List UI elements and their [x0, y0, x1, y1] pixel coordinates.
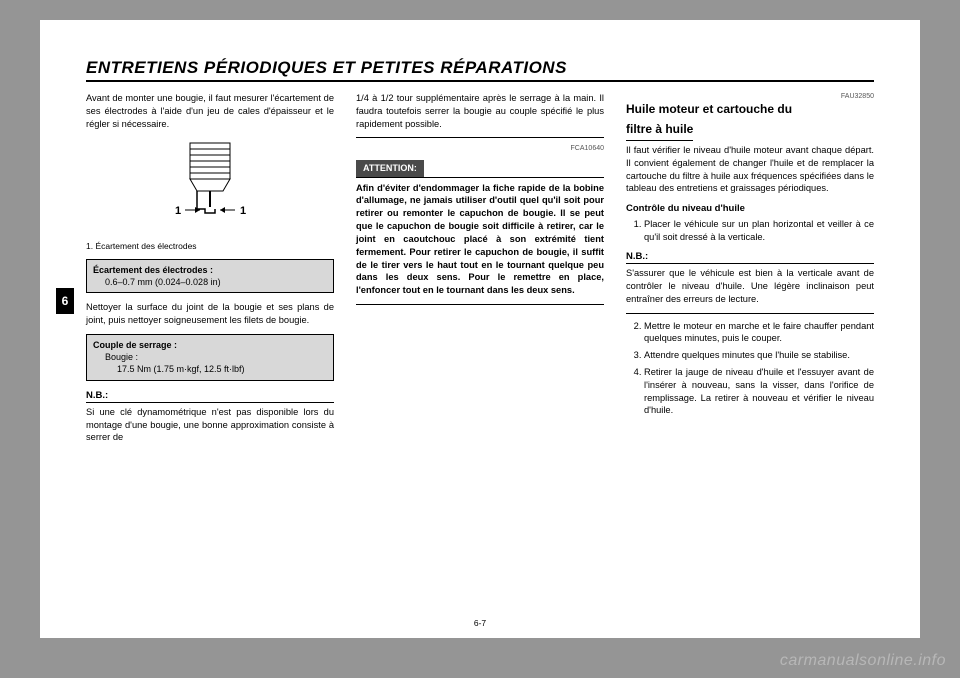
nb-label-2: N.B.:	[626, 251, 648, 262]
figure-caption: 1. Écartement des électrodes	[86, 241, 334, 253]
chapter-tab: 6	[56, 288, 74, 314]
torque-box-header: Couple de serrage :	[93, 339, 327, 351]
step-2: Mettre le moteur en marche et le faire c…	[644, 320, 874, 346]
gap-box-header: Écartement des électrodes :	[93, 264, 327, 276]
electrode-gap-box: Écartement des électrodes : 0.6–0.7 mm (…	[86, 259, 334, 293]
torque-box: Couple de serrage : Bougie : 17.5 Nm (1.…	[86, 334, 334, 380]
fig-label-1-left: 1	[175, 205, 181, 217]
column-3: FAU32850 Huile moteur et cartouche du fi…	[626, 92, 874, 582]
steps-list-2: Mettre le moteur en marche et le faire c…	[626, 320, 874, 418]
attention-text: Afin d'éviter d'endommager la fiche rapi…	[356, 182, 604, 297]
attention-label: ATTENTION:	[356, 160, 424, 176]
watermark: carmanualsonline.info	[780, 652, 946, 670]
col1-para2: Nettoyer la surface du joint de la bougi…	[86, 301, 334, 327]
column-1: Avant de monter une bougie, il faut mesu…	[86, 92, 334, 582]
h2-line2: filtre à huile	[626, 122, 693, 141]
col3-nb-text: S'assurer que le véhicule est bien à la …	[626, 267, 874, 305]
torque-box-l1: Bougie :	[93, 351, 327, 363]
spark-plug-figure: 1 1	[145, 137, 275, 237]
content-columns: Avant de monter une bougie, il faut mesu…	[86, 92, 874, 582]
nb-rule-2: N.B.:	[626, 250, 874, 264]
page-title: ENTRETIENS PÉRIODIQUES ET PETITES RÉPARA…	[86, 58, 874, 82]
attention-row: ATTENTION:	[356, 154, 604, 177]
col1-nb-text: Si une clé dynamométrique n'est pas disp…	[86, 406, 334, 444]
col3-para1: Il faut vérifier le niveau d'huile moteu…	[626, 144, 874, 195]
nb-rule-1: N.B.:	[86, 389, 334, 403]
h2-line1: Huile moteur et cartouche du	[626, 102, 792, 120]
fig-label-1-right: 1	[240, 205, 246, 217]
steps-list-1: Placer le véhicule sur un plan horizonta…	[626, 218, 874, 244]
nb-label-1: N.B.:	[86, 390, 108, 401]
col2-rule-end	[356, 304, 604, 305]
col3-code: FAU32850	[626, 92, 874, 102]
section-heading: Huile moteur et cartouche du filtre à hu…	[626, 102, 874, 144]
col2-code: FCA10640	[356, 144, 604, 154]
col2-rule	[356, 137, 604, 138]
step-4: Retirer la jauge de niveau d'huile et l'…	[644, 366, 874, 417]
step-3: Attendre quelques minutes que l'huile se…	[644, 349, 874, 362]
torque-box-l2: 17.5 Nm (1.75 m·kgf, 12.5 ft·lbf)	[93, 363, 327, 375]
col1-para1: Avant de monter une bougie, il faut mesu…	[86, 92, 334, 130]
subheading-check-oil: Contrôle du niveau d'huile	[626, 202, 874, 215]
step-1: Placer le véhicule sur un plan horizonta…	[644, 218, 874, 244]
manual-page: ENTRETIENS PÉRIODIQUES ET PETITES RÉPARA…	[40, 20, 920, 638]
col3-rule	[626, 313, 874, 314]
gap-box-value: 0.6–0.7 mm (0.024–0.028 in)	[93, 276, 327, 288]
column-2: 1/4 à 1/2 tour supplémentaire après le s…	[356, 92, 604, 582]
page-number: 6-7	[40, 618, 920, 628]
col2-para1: 1/4 à 1/2 tour supplémentaire après le s…	[356, 92, 604, 130]
